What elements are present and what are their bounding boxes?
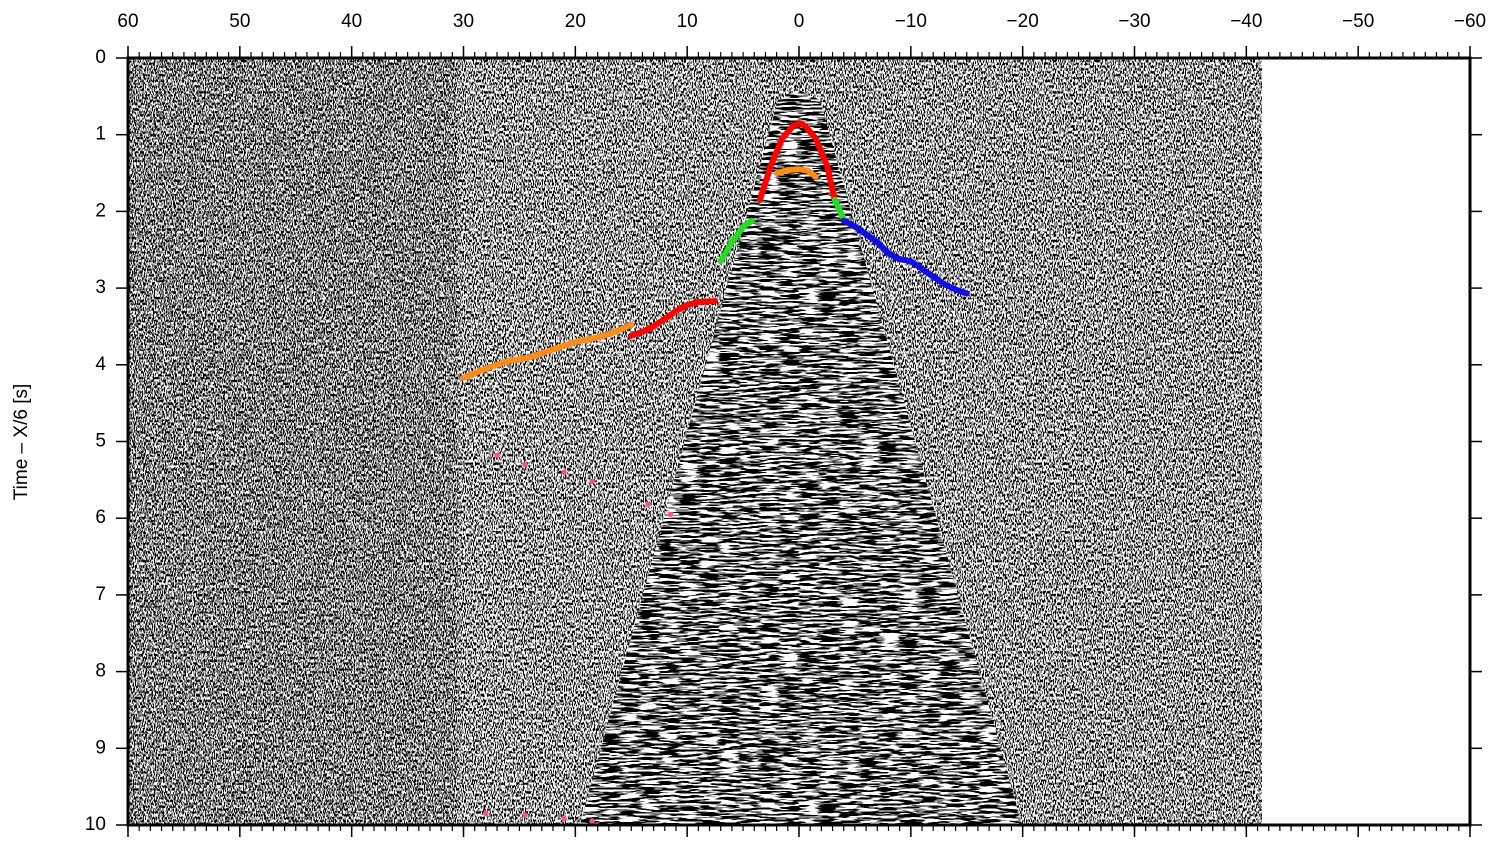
x-tick-label: −20: [1007, 11, 1039, 32]
y-axis-title: Time – X/6 [s]: [11, 384, 32, 501]
x-tick-label: −30: [1118, 11, 1150, 32]
x-tick-label: 20: [565, 11, 586, 32]
y-tick-label: 3: [95, 277, 106, 298]
pick-line: [831, 196, 847, 223]
x-tick-label: 10: [677, 11, 698, 32]
pick-line: [840, 217, 970, 297]
pick-point: [522, 812, 528, 818]
pick-line: [628, 298, 719, 339]
pick-point: [589, 818, 595, 824]
plot-area: [460, 120, 970, 824]
x-tick-label: 30: [453, 11, 474, 32]
y-tick-label: 1: [95, 124, 106, 145]
y-tick-label: 6: [95, 507, 106, 528]
pick-line: [773, 166, 819, 180]
x-tick-label: −60: [1454, 11, 1486, 32]
x-tick-label: −50: [1342, 11, 1374, 32]
y-tick-label: 4: [95, 354, 106, 375]
y-tick-label: 0: [95, 47, 106, 68]
y-tick-label: 8: [95, 661, 106, 682]
pick-point: [494, 452, 500, 459]
x-tick-label: 60: [117, 11, 138, 32]
pick-point: [522, 461, 528, 468]
pick-line: [717, 217, 755, 265]
y-tick-label: 9: [95, 737, 106, 758]
y-tick-label: 10: [85, 814, 106, 835]
y-tick-label: 7: [95, 584, 106, 605]
seismic-background: [128, 58, 1262, 825]
pick-point: [561, 469, 567, 475]
pick-point: [645, 501, 651, 508]
pick-point: [589, 478, 595, 485]
x-tick-label: 40: [341, 11, 362, 32]
pick-point: [667, 511, 674, 518]
x-tick-label: −10: [895, 11, 927, 32]
pick-point: [561, 816, 567, 822]
x-tick-label: 50: [229, 11, 250, 32]
y-tick-label: 2: [95, 200, 106, 221]
x-tick-label: 0: [794, 11, 805, 32]
x-tick-label: −40: [1230, 11, 1262, 32]
pick-point: [483, 810, 489, 817]
pick-line: [460, 321, 635, 381]
pick-line: [756, 120, 838, 203]
y-tick-label: 5: [95, 431, 106, 452]
